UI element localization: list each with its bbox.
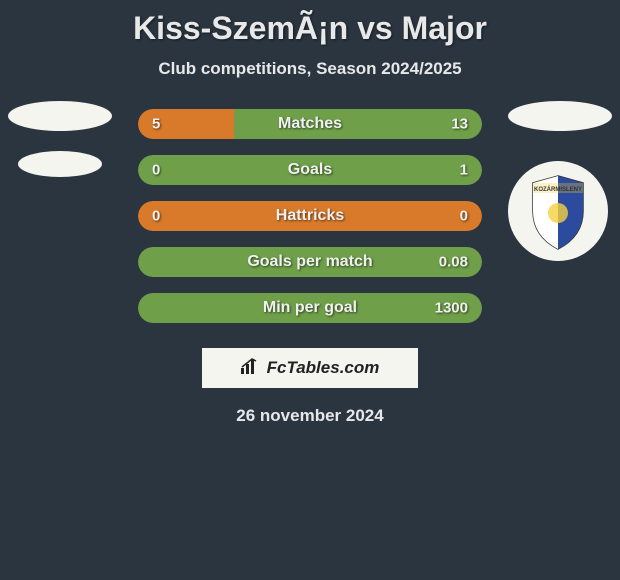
stat-right-value: 0	[460, 208, 468, 225]
stat-label: Min per goal	[263, 299, 357, 317]
stat-row-matches: 5 Matches 13	[138, 109, 482, 139]
bar-right	[234, 109, 482, 139]
footer-attribution: FcTables.com	[202, 348, 418, 388]
stat-label: Goals	[288, 161, 332, 179]
stat-rows: 5 Matches 13 0 Goals 1 0 Hattricks 0 G	[138, 109, 482, 323]
stat-row-goals: 0 Goals 1	[138, 155, 482, 185]
left-player-badges	[8, 101, 112, 177]
left-badge-1	[8, 101, 112, 131]
stat-left-value: 0	[152, 162, 160, 179]
footer-text: FcTables.com	[267, 358, 380, 378]
right-player-badges: KOZÁRMISLENY	[508, 101, 612, 261]
date-text: 26 november 2024	[20, 406, 600, 426]
stat-label: Goals per match	[247, 253, 372, 271]
stat-row-hattricks: 0 Hattricks 0	[138, 201, 482, 231]
subtitle: Club competitions, Season 2024/2025	[0, 59, 620, 79]
stats-area: KOZÁRMISLENY 5 Matches 13 0 Goals 1	[0, 109, 620, 426]
stat-right-value: 1300	[435, 300, 468, 317]
chart-icon	[241, 358, 261, 379]
crest-icon: KOZÁRMISLENY	[523, 171, 593, 251]
stat-left-value: 5	[152, 116, 160, 133]
stat-right-value: 13	[451, 116, 468, 133]
stat-right-value: 0.08	[439, 254, 468, 271]
stat-label: Matches	[278, 115, 342, 133]
right-club-crest: KOZÁRMISLENY	[508, 161, 608, 261]
stat-label: Hattricks	[276, 207, 344, 225]
page-title: Kiss-SzemÃ¡n vs Major	[0, 10, 620, 47]
stat-row-goals-per-match: Goals per match 0.08	[138, 247, 482, 277]
stat-row-min-per-goal: Min per goal 1300	[138, 293, 482, 323]
stat-right-value: 1	[460, 162, 468, 179]
stat-left-value: 0	[152, 208, 160, 225]
left-badge-2	[18, 151, 102, 177]
right-badge-1	[508, 101, 612, 131]
svg-text:KOZÁRMISLENY: KOZÁRMISLENY	[534, 186, 582, 193]
